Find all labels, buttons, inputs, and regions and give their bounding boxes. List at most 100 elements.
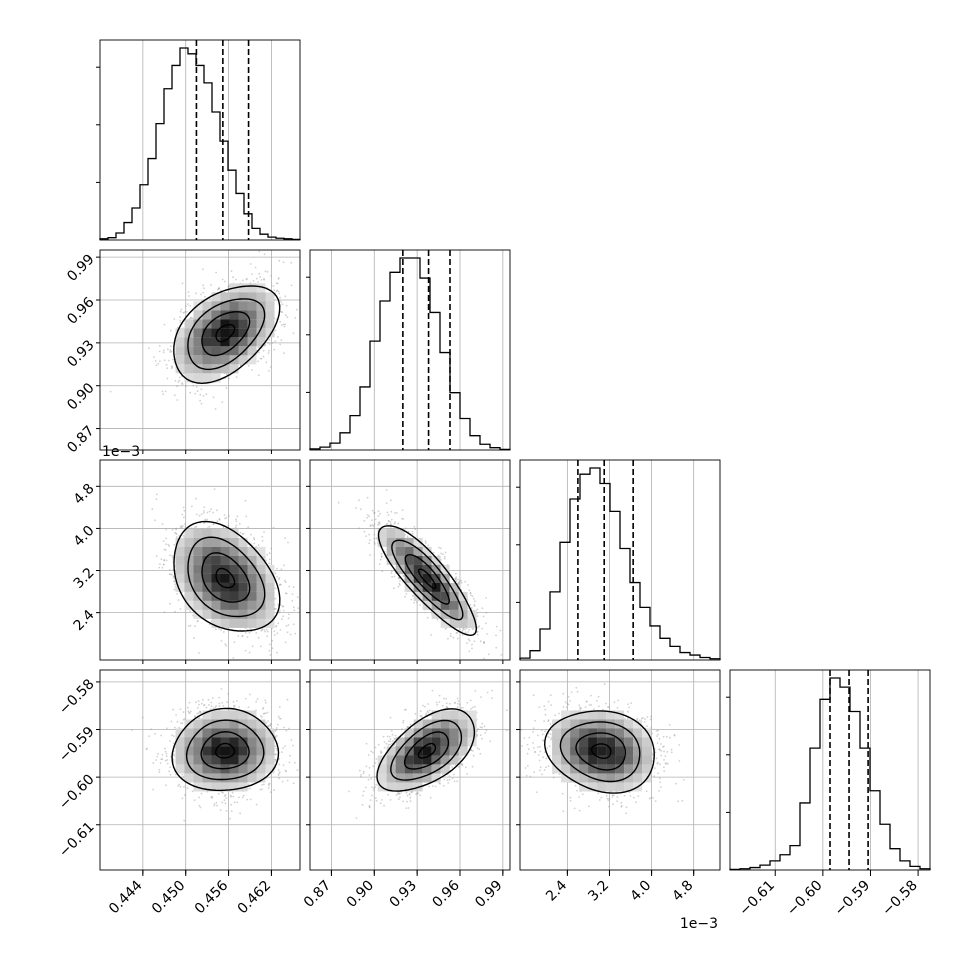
density-cell	[175, 746, 185, 756]
density-cell	[579, 764, 589, 774]
density-cell	[449, 618, 459, 628]
density-cell	[265, 591, 275, 601]
density-cell	[211, 600, 221, 610]
density-cell	[256, 319, 266, 329]
density-cell	[202, 310, 212, 320]
contour-line	[214, 742, 236, 759]
density-cell	[229, 528, 239, 538]
density-cell	[458, 710, 468, 720]
density-cell	[220, 364, 230, 374]
density-cell	[431, 755, 441, 765]
density-cell	[413, 719, 423, 729]
density-cell	[413, 728, 423, 738]
density-cell	[202, 573, 212, 583]
density-cell	[404, 555, 414, 565]
density-cell	[422, 719, 432, 729]
density-cell	[202, 337, 212, 347]
density-cell	[238, 746, 248, 756]
density-cell	[238, 346, 248, 356]
density-cell	[467, 719, 477, 729]
density-cell	[238, 773, 248, 783]
density-cell	[256, 764, 266, 774]
density-cell	[431, 773, 441, 783]
scatter-panel-4-3	[516, 669, 721, 874]
density-cell	[440, 582, 450, 592]
density-cell	[561, 710, 571, 720]
density-cell	[422, 728, 432, 738]
density-cell	[422, 773, 432, 783]
density-cell	[184, 337, 194, 347]
x-tick-label: 0.450	[149, 878, 189, 918]
density-cell	[458, 728, 468, 738]
density-cell	[184, 528, 194, 538]
density-cell	[184, 355, 194, 365]
density-cell	[238, 591, 248, 601]
y-tick-label: 4.8	[71, 481, 98, 508]
density-cell	[440, 719, 450, 729]
histogram-step	[309, 257, 511, 451]
density-cell	[422, 746, 432, 756]
density-cell	[202, 782, 212, 792]
density-cell	[265, 600, 275, 610]
density-cell	[642, 755, 652, 765]
density-cell	[175, 573, 185, 583]
density-cell	[238, 301, 248, 311]
density-cell	[220, 591, 230, 601]
density-cell	[458, 719, 468, 729]
density-cell	[256, 582, 266, 592]
density-cell	[193, 764, 203, 774]
density-cell	[256, 728, 266, 738]
density-cell	[220, 546, 230, 556]
density-cell	[386, 546, 396, 556]
density-cell	[615, 782, 625, 792]
contour-line	[376, 708, 476, 792]
density-cell	[220, 328, 230, 338]
density-cell	[395, 764, 405, 774]
density-cell	[467, 618, 477, 628]
density-cell	[238, 337, 248, 347]
density-cell	[597, 719, 607, 729]
contour-line	[187, 536, 266, 618]
y-tick-label: −0.58	[56, 676, 98, 718]
density-cell	[202, 319, 212, 329]
density-cell	[193, 355, 203, 365]
density-cell	[377, 764, 387, 774]
density-cell	[431, 555, 441, 565]
density-cell	[615, 773, 625, 783]
density-cell	[431, 600, 441, 610]
density-cell	[633, 719, 643, 729]
density-cell	[615, 755, 625, 765]
density-cell	[615, 728, 625, 738]
density-cell	[395, 528, 405, 538]
density-cell	[642, 737, 652, 747]
density-cell	[440, 591, 450, 601]
density-cell	[247, 355, 257, 365]
density-cell	[588, 764, 598, 774]
density-cell	[265, 310, 275, 320]
density-cell	[624, 755, 634, 765]
density-cell	[588, 782, 598, 792]
density-cell	[431, 764, 441, 774]
density-cell	[211, 546, 221, 556]
density-cell	[561, 737, 571, 747]
density-cell	[467, 710, 477, 720]
density-cell	[633, 755, 643, 765]
density-cell	[202, 737, 212, 747]
density-cell	[440, 728, 450, 738]
density-cell	[404, 737, 414, 747]
density-cell	[238, 292, 248, 302]
density-cell	[220, 719, 230, 729]
density-cell	[202, 355, 212, 365]
density-cell	[458, 600, 468, 610]
density-cell	[229, 755, 239, 765]
density-cell	[552, 764, 562, 774]
density-cell	[597, 737, 607, 747]
density-cell	[449, 582, 459, 592]
density-cell	[422, 582, 432, 592]
density-cell	[624, 728, 634, 738]
density-cell	[615, 746, 625, 756]
density-cell	[184, 773, 194, 783]
density-cell	[229, 591, 239, 601]
density-cell	[413, 755, 423, 765]
density-cell	[211, 292, 221, 302]
